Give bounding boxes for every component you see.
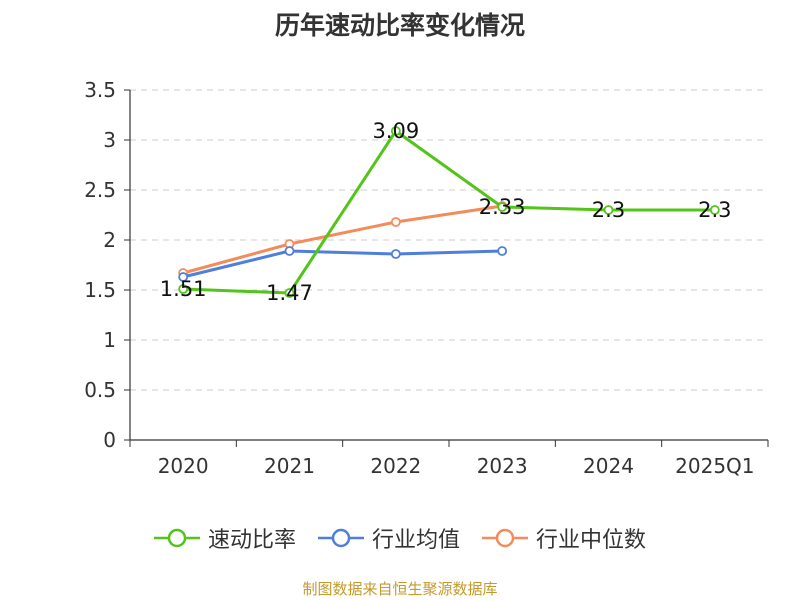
x-tick-label: 2022 [370, 454, 421, 478]
data-label: 1.47 [266, 281, 313, 305]
data-label: 2.3 [592, 198, 625, 222]
data-labels: 1.51 1.47 3.09 2.33 2.3 2.3 [160, 119, 732, 305]
data-label: 2.33 [479, 195, 526, 219]
data-point[interactable] [284, 246, 295, 256]
data-label: 2.3 [698, 198, 731, 222]
chart-title: 历年速动比率变化情况 [274, 11, 525, 40]
data-point[interactable] [709, 205, 720, 215]
legend-label-quick-ratio: 速动比率 [207, 528, 296, 553]
y-tick-label: 0.5 [84, 378, 116, 402]
legend-marker-quick-ratio [153, 528, 200, 548]
data-point[interactable] [390, 217, 401, 227]
x-tick-label: 2020 [158, 454, 209, 478]
data-point[interactable] [603, 205, 614, 215]
data-source-note: 制图数据来自恒生聚源数据库 [302, 580, 498, 598]
legend-label-industry-median: 行业中位数 [536, 528, 647, 553]
y-tick-label: 2.5 [84, 178, 116, 202]
series-group [178, 126, 720, 298]
data-label: 3.09 [372, 119, 419, 143]
data-label: 1.51 [160, 277, 207, 301]
y-tick-label: 0 [103, 428, 116, 452]
legend-item-industry-median[interactable]: 行业中位数 [482, 522, 646, 554]
series-line [183, 129, 715, 295]
x-tick-label: 2025Q1 [675, 454, 754, 478]
series-line [182, 204, 503, 275]
data-point[interactable] [390, 249, 401, 259]
data-point[interactable] [497, 202, 508, 212]
y-tick-label: 3 [103, 128, 116, 152]
y-tick-label: 3.5 [84, 78, 116, 102]
data-point[interactable] [178, 272, 189, 282]
legend-marker-industry-median [482, 528, 528, 548]
y-tick-label: 1 [103, 328, 116, 352]
legend-marker-industry-average [317, 528, 364, 548]
grid-lines [130, 89, 768, 391]
series-line [182, 249, 503, 279]
legend-circle [331, 528, 351, 548]
data-point[interactable] [390, 126, 401, 136]
legend-item-industry-average[interactable]: 行业均值 [317, 522, 460, 554]
axes: 0 0.5 1 1.5 2 2.5 3 3.5 2020 2021 2022 2023 2024 2025… [84, 78, 769, 478]
data-point[interactable] [178, 284, 189, 294]
x-tick-label: 2024 [583, 454, 634, 478]
x-tick-label: 2023 [477, 454, 528, 478]
legend-label-industry-average: 行业均值 [371, 528, 460, 553]
data-point[interactable] [284, 288, 295, 298]
data-point[interactable] [497, 246, 508, 256]
x-tick-label: 2021 [264, 454, 315, 478]
legend-item-quick-ratio[interactable]: 速动比率 [153, 522, 296, 554]
legend-circle [167, 528, 187, 548]
y-tick-label: 2 [103, 228, 116, 252]
legend-circle [495, 528, 515, 548]
y-tick-label: 1.5 [84, 278, 116, 302]
legend: 速动比率 行业均值 行业中位数 [0, 521, 800, 555]
